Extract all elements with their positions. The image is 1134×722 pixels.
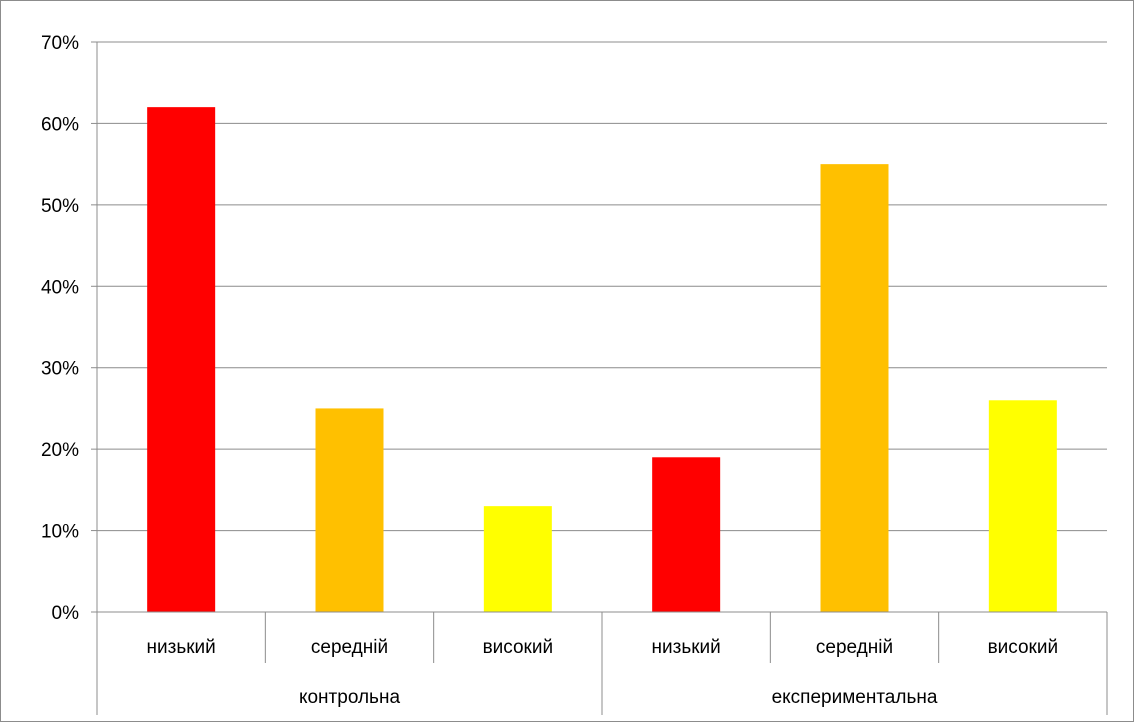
gridlines xyxy=(97,41,1107,532)
group-label: контрольна xyxy=(299,687,400,708)
y-tick-label: 50% xyxy=(41,196,79,217)
bar-experimental-2 xyxy=(988,400,1057,612)
group-label: експериментальна xyxy=(772,687,938,708)
y-tick-label: 40% xyxy=(41,277,79,298)
y-axis-tick-labels: 0% 10% 20% 30% 40% 50% 60% 70% xyxy=(41,33,79,624)
bar-experimental-1 xyxy=(820,164,889,612)
y-tick-label: 30% xyxy=(41,359,79,380)
category-label: високий xyxy=(988,637,1059,658)
category-label: середній xyxy=(816,637,893,658)
bar-experimental-0 xyxy=(652,457,721,612)
category-labels: низький середній високий низький середній вис… xyxy=(147,637,1059,658)
category-label: високий xyxy=(483,637,554,658)
bar-control-2 xyxy=(483,506,552,612)
group-labels: контрольна експериментальна xyxy=(299,687,938,708)
bar-control-1 xyxy=(315,408,384,612)
y-tick-label: 0% xyxy=(52,603,80,624)
y-tick-label: 10% xyxy=(41,522,79,543)
bar-control-0 xyxy=(147,107,216,613)
category-label: середній xyxy=(311,637,388,658)
y-tick-label: 70% xyxy=(41,33,79,54)
bars xyxy=(147,107,1057,613)
category-label: низький xyxy=(652,637,721,658)
axes xyxy=(91,41,1108,715)
category-label: низький xyxy=(147,637,216,658)
y-tick-label: 60% xyxy=(41,114,79,135)
y-tick-label: 20% xyxy=(41,440,79,461)
